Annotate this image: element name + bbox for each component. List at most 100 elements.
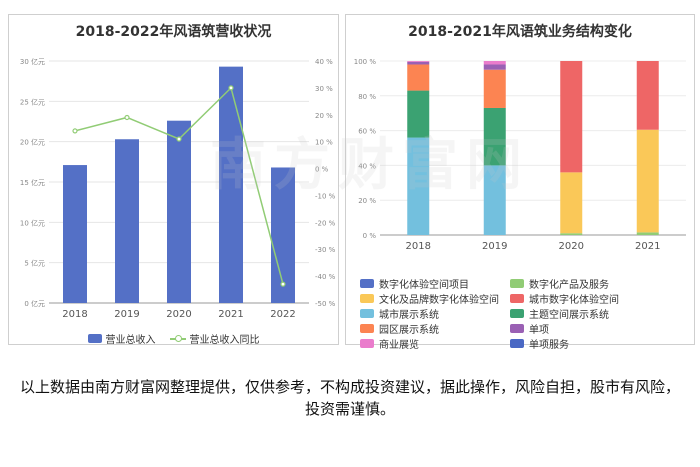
y-right-tick-label: 0 % (315, 166, 329, 174)
legend-swatch (360, 309, 374, 318)
legend-label: 单项服务 (529, 340, 569, 351)
x-tick-label: 2021 (218, 309, 243, 320)
revenue-bar (115, 139, 139, 303)
revenue-legend: 营业总收入 营业总收入同比 (9, 331, 338, 346)
legend-label: 营业总收入 (105, 335, 156, 346)
legend-label: 园区展示系统 (379, 325, 439, 336)
legend-swatch (510, 324, 524, 333)
y-right-tick-label: 30 % (315, 85, 333, 93)
legend-swatch (510, 309, 524, 318)
revenue-chart-title: 2018-2022年风语筑营收状况 (75, 24, 272, 40)
stacked-segment (483, 165, 506, 235)
legend-bar-swatch (87, 334, 102, 343)
yoy-point (280, 281, 286, 287)
stacked-segment (407, 137, 430, 235)
x-tick-label: 2019 (114, 309, 139, 320)
disclaimer-text: 以上数据由南方财富网整理提供，仅供参考，不构成投资建议，据此操作，风险自担，股市… (20, 378, 681, 418)
stacked-segment (483, 107, 506, 166)
stacked-segment (560, 172, 583, 234)
y-tick-label: 20 % (358, 197, 376, 205)
stacked-segment (636, 129, 659, 233)
legend-item: 城市数字化体验空间 (510, 292, 690, 306)
revenue-bar (63, 165, 87, 303)
legend-item: 营业总收入 (87, 331, 156, 346)
stacked-segment (483, 69, 506, 108)
stacked-segment (636, 61, 659, 130)
legend-swatch (510, 279, 524, 288)
yoy-point (228, 85, 234, 91)
yoy-point (176, 136, 182, 142)
y-left-tick-label: 15 亿元 (20, 178, 45, 187)
legend-swatch (360, 339, 374, 348)
yoy-point (124, 114, 130, 121)
structure-chart-panel: 2018-2021年风语筑业务结构变化 100 % 80 % 60 % 40 % 20 … (345, 14, 695, 351)
legend-line-marker (174, 334, 182, 342)
legend-item: 园区展示系统 (360, 322, 510, 336)
revenue-chart-panel: 2018-2022年风语筑营收状况 30 亿元 25 亿元 20 亿元 15 亿元 10… (8, 14, 339, 346)
legend-item: 单项服务 (510, 337, 690, 351)
stacked-segment (483, 61, 506, 65)
y-tick-label: 100 % (354, 58, 377, 66)
legend-label: 数字化体验空间项目 (379, 280, 469, 291)
y-left-tick-label: 10 亿元 (20, 218, 45, 227)
legend-swatch (360, 294, 374, 303)
revenue-bar (271, 167, 295, 303)
stacked-segment (483, 64, 506, 70)
legend-item: 文化及品牌数字化体验空间 (360, 292, 510, 306)
y-tick-label: 0 % (363, 232, 377, 240)
x-tick-label: 2022 (270, 309, 295, 320)
legend-label: 主题空间展示系统 (529, 310, 609, 321)
y-left-tick-label: 30 亿元 (20, 57, 45, 66)
legend-label: 城市数字化体验空间 (529, 295, 619, 306)
revenue-bar (219, 66, 243, 303)
stacked-segment (407, 61, 430, 65)
y-right-tick-label: -10 % (315, 192, 336, 200)
x-tick-label: 2018 (62, 309, 87, 320)
revenue-chart: 30 亿元 25 亿元 20 亿元 15 亿元 10 亿元 5 亿元 0 亿元 40 % 30 … (20, 57, 336, 320)
stacked-segment (407, 90, 430, 138)
structure-chart-title: 2018-2021年风语筑业务结构变化 (408, 24, 632, 40)
legend-swatch (360, 324, 374, 333)
legend-label: 商业展览 (379, 340, 419, 351)
x-tick-label: 2018 (406, 241, 431, 252)
y-tick-label: 40 % (358, 162, 376, 170)
legend-swatch (510, 294, 524, 303)
stacked-segment (560, 61, 583, 173)
x-tick-label: 2021 (635, 241, 660, 252)
legend-label: 营业总收入同比 (189, 335, 260, 346)
structure-legend: 数字化体验空间项目 数字化产品及服务文化及品牌数字化体验空间 城市数字化体验空间城市… (360, 277, 690, 351)
legend-item: 数字化体验空间项目 (360, 277, 510, 291)
y-right-tick-label: 20 % (315, 112, 333, 120)
stacked-segment (560, 233, 583, 235)
y-left-tick-label: 0 亿元 (24, 299, 45, 308)
legend-swatch (360, 279, 374, 288)
revenue-bar (167, 120, 191, 304)
stacked-segment (636, 232, 659, 235)
y-tick-label: 80 % (358, 93, 376, 101)
legend-item: 营业总收入同比 (169, 331, 260, 346)
legend-label: 数字化产品及服务 (529, 280, 609, 291)
stacked-segment (407, 61, 430, 62)
legend-item: 数字化产品及服务 (510, 277, 690, 291)
x-tick-label: 2019 (482, 241, 507, 252)
structure-chart: 100 % 80 % 60 % 40 % 20 % 0 % 2018 2019 2020 2021 (354, 58, 686, 252)
yoy-point (72, 128, 78, 134)
watermark: 南方财富网 (210, 133, 530, 198)
legend-item: 城市展示系统 (360, 307, 510, 321)
y-left-tick-label: 20 亿元 (20, 138, 45, 147)
legend-label: 文化及品牌数字化体验空间 (379, 295, 499, 306)
y-left-tick-label: 5 亿元 (24, 259, 45, 268)
y-right-tick-label: -50 % (315, 300, 336, 308)
x-tick-label: 2020 (559, 241, 584, 252)
legend-item: 单项 (510, 322, 690, 336)
y-right-tick-label: -30 % (315, 246, 336, 254)
y-right-tick-label: -40 % (315, 273, 336, 281)
y-tick-label: 60 % (358, 128, 376, 136)
y-right-tick-label: 40 % (315, 58, 333, 66)
y-right-tick-label: -20 % (315, 219, 336, 227)
legend-label: 城市展示系统 (379, 310, 439, 321)
stacked-segment (407, 64, 430, 91)
y-left-tick-label: 25 亿元 (20, 97, 45, 106)
legend-line-swatch (169, 334, 186, 342)
legend-swatch (510, 339, 524, 348)
